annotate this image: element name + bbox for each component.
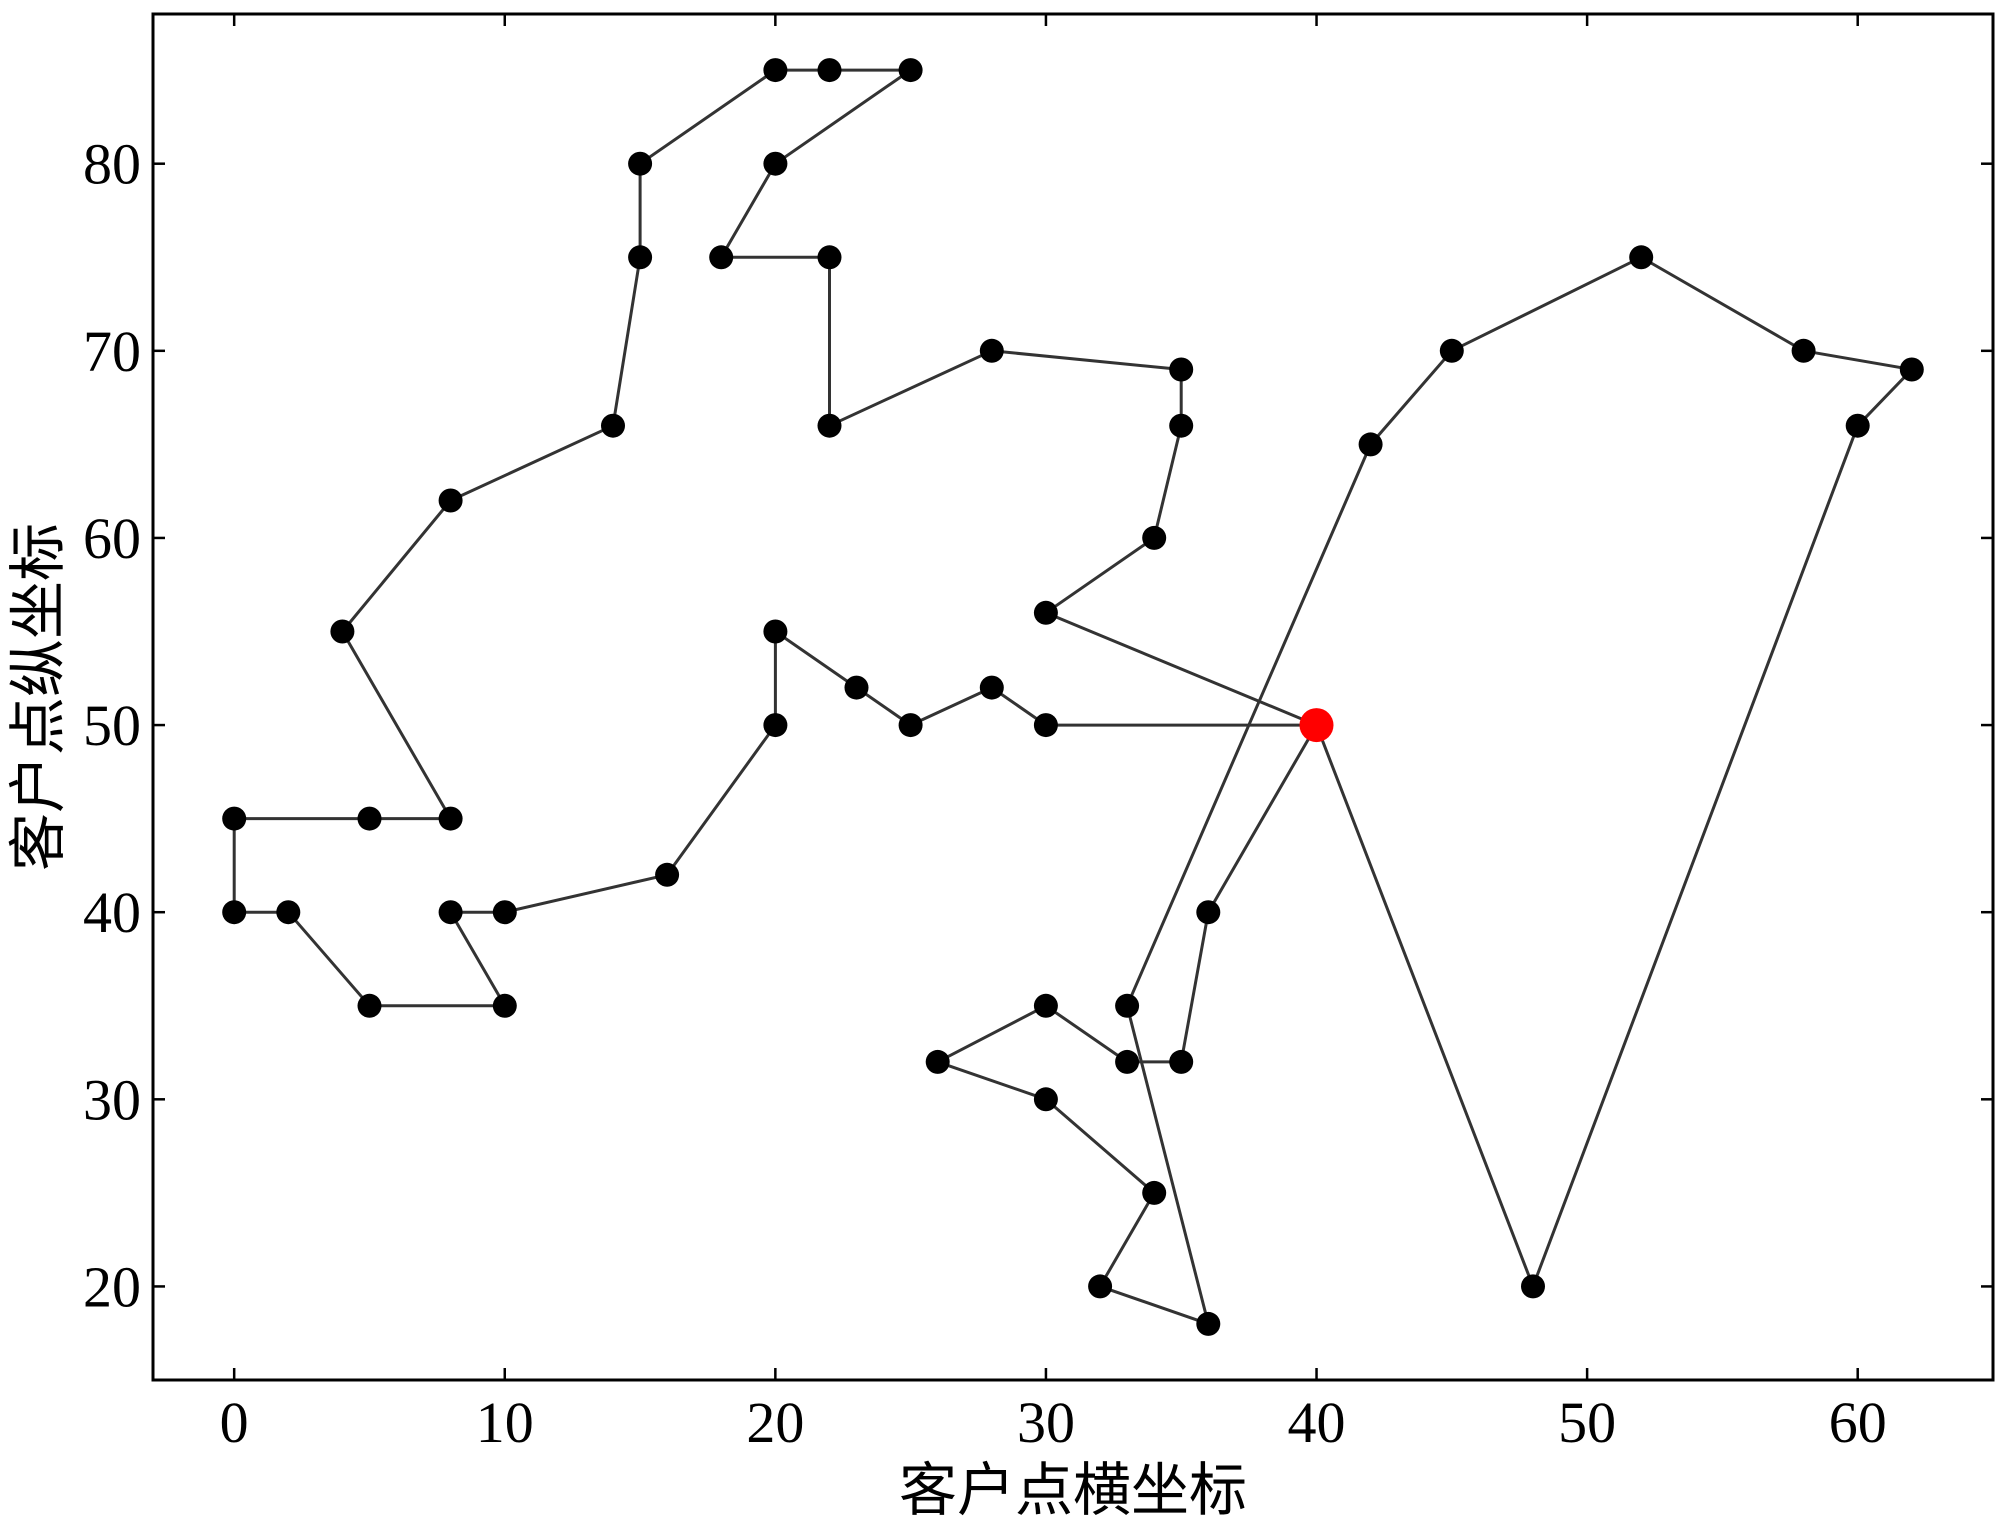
points-layer <box>222 58 1924 1336</box>
customer-point <box>1033 600 1058 625</box>
customer-point <box>222 806 247 831</box>
customer-point <box>763 58 788 83</box>
customer-point <box>1169 413 1194 438</box>
customer-point <box>492 900 517 925</box>
customer-point <box>438 806 463 831</box>
x-tick-label: 40 <box>1288 1390 1346 1455</box>
route-line-2 <box>936 255 1914 1326</box>
x-tick-label: 20 <box>746 1390 804 1455</box>
customer-point <box>898 58 923 83</box>
customer-point <box>330 619 355 644</box>
customer-point <box>1115 993 1140 1018</box>
customer-point <box>817 413 842 438</box>
customer-point <box>1033 993 1058 1018</box>
customer-point <box>1088 1274 1113 1299</box>
customer-point <box>709 245 734 270</box>
y-tick-label: 30 <box>83 1067 141 1132</box>
customer-point <box>601 413 625 438</box>
customer-point <box>628 245 653 270</box>
customer-point <box>1142 1180 1167 1205</box>
customer-point <box>1899 357 1924 382</box>
customer-point <box>655 862 680 887</box>
customer-point <box>492 993 517 1018</box>
customer-point <box>357 806 382 831</box>
plot-frame <box>151 12 1995 1382</box>
customer-point <box>1033 713 1058 738</box>
y-tick-label: 50 <box>83 693 141 758</box>
customer-point <box>979 675 1004 700</box>
x-tick-label: 60 <box>1829 1390 1887 1455</box>
x-axis-label: 客户点横坐标 <box>899 1458 1247 1520</box>
customer-point <box>438 900 463 925</box>
x-tick-label: 0 <box>220 1390 249 1455</box>
x-tick-label: 50 <box>1558 1390 1616 1455</box>
y-tick-label: 40 <box>83 880 141 945</box>
customer-point <box>1033 1087 1058 1112</box>
customer-point <box>1196 900 1221 925</box>
x-tick-label: 10 <box>476 1390 534 1455</box>
customer-point <box>817 245 842 270</box>
customer-point <box>763 619 788 644</box>
customer-point <box>438 488 463 513</box>
customer-point <box>1791 338 1816 363</box>
customer-point <box>979 338 1004 363</box>
customer-point <box>1845 413 1870 438</box>
customer-point <box>1169 357 1194 382</box>
customer-point <box>1521 1274 1545 1299</box>
x-axis: 0 10 20 30 40 50 60 <box>220 14 1887 1455</box>
customer-point <box>763 151 788 176</box>
y-tick-label: 60 <box>83 506 141 571</box>
customer-point <box>1142 525 1167 550</box>
routes-layer <box>232 68 1914 1326</box>
customer-point <box>1169 1049 1194 1074</box>
y-tick-label: 20 <box>83 1254 141 1319</box>
y-tick-label: 70 <box>83 319 141 384</box>
customer-point <box>925 1049 950 1074</box>
customer-point <box>357 993 382 1018</box>
customer-point <box>1358 432 1383 457</box>
customer-point <box>817 58 842 83</box>
y-axis: 20 30 40 50 60 70 80 <box>83 132 1993 1319</box>
customer-point <box>276 900 301 925</box>
customer-point <box>628 151 653 176</box>
customer-point <box>1115 1049 1140 1074</box>
x-tick-label: 30 <box>1017 1390 1075 1455</box>
customer-point <box>222 900 247 925</box>
customer-point <box>763 713 788 738</box>
customer-point <box>1629 245 1654 270</box>
customer-point <box>1196 1311 1221 1336</box>
customer-point <box>844 675 869 700</box>
y-axis-label: 客户点纵坐标 <box>6 523 71 871</box>
y-tick-label: 80 <box>83 132 141 197</box>
customer-point <box>898 713 923 738</box>
customer-point <box>1439 338 1464 363</box>
depot-point <box>1299 708 1334 743</box>
